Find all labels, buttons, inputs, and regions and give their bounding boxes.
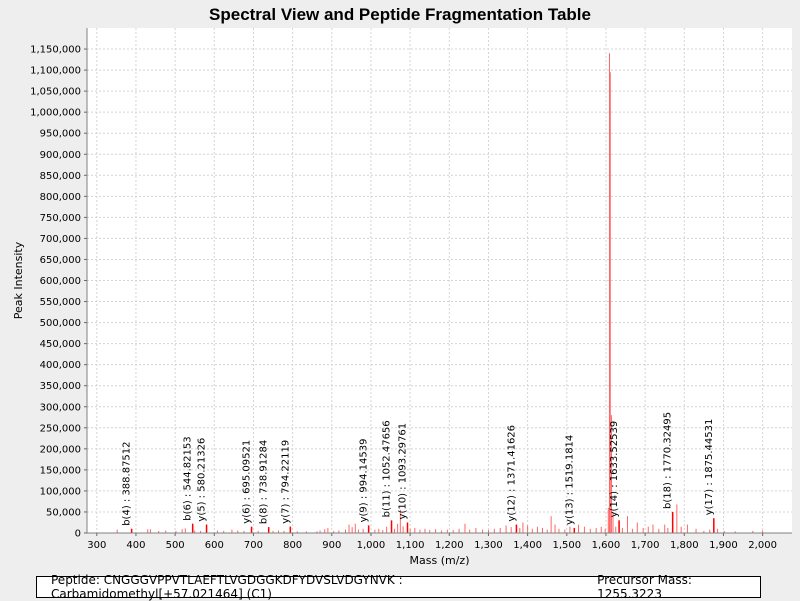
y-tick-label: 250,000 xyxy=(40,423,81,434)
peak-annotation: y(6) : 695.09521 xyxy=(242,440,253,524)
peak-annotation: y(10) : 1093.29761 xyxy=(398,423,409,520)
y-tick-label: 300,000 xyxy=(40,402,81,413)
x-tick-label: 300 xyxy=(87,540,106,551)
x-axis: 300 400 500 600 700 800 900 1,000 1,100 1,200 1,30… xyxy=(87,532,792,551)
y-tick-label: 450,000 xyxy=(40,339,81,350)
x-tick-label: 600 xyxy=(205,540,224,551)
x-tick-label: 2,000 xyxy=(748,540,777,551)
x-tick-label: 1,800 xyxy=(670,540,699,551)
peak-annotation: y(13) : 1519.1814 xyxy=(564,435,575,525)
x-tick-label: 1,000 xyxy=(357,540,386,551)
y-tick-label: 700,000 xyxy=(40,234,81,245)
y-tick-label: 900,000 xyxy=(40,150,81,161)
peak-annotation: y(12) : 1371.41626 xyxy=(506,425,517,522)
y-tick-label: 550,000 xyxy=(40,297,81,308)
x-tick-label: 1,700 xyxy=(631,540,660,551)
x-tick-label: 1,900 xyxy=(709,540,738,551)
grid-lines xyxy=(87,28,792,534)
peak-annotation: b(6) : 544.82153 xyxy=(183,436,194,520)
peptide-info-bar: Peptide: CNGGGVPPVTLAEFTLVGDGGKDFYDVSLVD… xyxy=(36,573,761,601)
peak-annotation: b(11) : 1052.47656 xyxy=(382,420,393,517)
y-tick-label: 1,000,000 xyxy=(30,108,81,119)
y-tick-label: 650,000 xyxy=(40,255,81,266)
x-tick-label: 1,100 xyxy=(396,540,425,551)
y-tick-label: 1,150,000 xyxy=(30,45,81,56)
x-tick-label: 900 xyxy=(322,540,341,551)
y-axis-label: Peak Intensity xyxy=(12,241,25,319)
y-tick-label: 400,000 xyxy=(40,360,81,371)
x-axis-label: Mass (m/z) xyxy=(410,554,470,567)
y-tick-label: 800,000 xyxy=(40,192,81,203)
y-tick-label: 0 xyxy=(75,529,81,540)
x-tick-label: 1,300 xyxy=(474,540,503,551)
peak-annotation: y(9) : 994.14539 xyxy=(359,439,370,523)
annotations-layer: b(4) : 388.87512 b(6) : 544.82153 y(5) : 5… xyxy=(122,412,715,533)
y-tick-label: 150,000 xyxy=(40,465,81,476)
y-tick-label: 1,050,000 xyxy=(30,87,81,98)
x-tick-label: 1,600 xyxy=(592,540,621,551)
peak-annotation: y(14) : 1633.52539 xyxy=(609,421,620,518)
y-axis: 0 50,000 100,000 150,000 200,000 250,000 300,0… xyxy=(30,28,88,540)
spectrum-chart: Spectral View and Peptide Fragmentation … xyxy=(12,5,792,567)
peak-annotation: y(5) : 580.21326 xyxy=(197,438,208,522)
peak-annotation: b(8) : 738.91284 xyxy=(259,440,270,524)
y-tick-label: 600,000 xyxy=(40,276,81,287)
peptide-sequence: Peptide: CNGGGVPPVTLAEFTLVGDGGKDFYDVSLVD… xyxy=(51,573,403,601)
peak-annotation: b(18) : 1770.32495 xyxy=(663,412,674,509)
y-tick-label: 1,100,000 xyxy=(30,66,81,77)
x-tick-label: 700 xyxy=(244,540,263,551)
peak-annotation: y(7) : 794.22119 xyxy=(280,440,291,524)
y-tick-label: 850,000 xyxy=(40,171,81,182)
y-tick-label: 50,000 xyxy=(46,507,81,518)
x-tick-label: 500 xyxy=(166,540,185,551)
x-tick-label: 1,500 xyxy=(552,540,581,551)
peak-annotation: y(17) : 1875.44531 xyxy=(704,419,715,516)
y-tick-label: 500,000 xyxy=(40,318,81,329)
y-tick-label: 950,000 xyxy=(40,129,81,140)
y-tick-label: 750,000 xyxy=(40,213,81,224)
peak-annotation: b(4) : 388.87512 xyxy=(122,441,133,525)
precursor-mass: Precursor Mass: 1255.3223 xyxy=(597,573,692,601)
chart-title: Spectral View and Peptide Fragmentation … xyxy=(209,5,591,24)
x-tick-label: 800 xyxy=(283,540,302,551)
y-tick-label: 200,000 xyxy=(40,444,81,455)
x-tick-label: 400 xyxy=(126,540,145,551)
x-tick-label: 1,400 xyxy=(513,540,542,551)
x-tick-label: 1,200 xyxy=(435,540,464,551)
y-tick-label: 100,000 xyxy=(40,486,81,497)
y-tick-label: 350,000 xyxy=(40,381,81,392)
